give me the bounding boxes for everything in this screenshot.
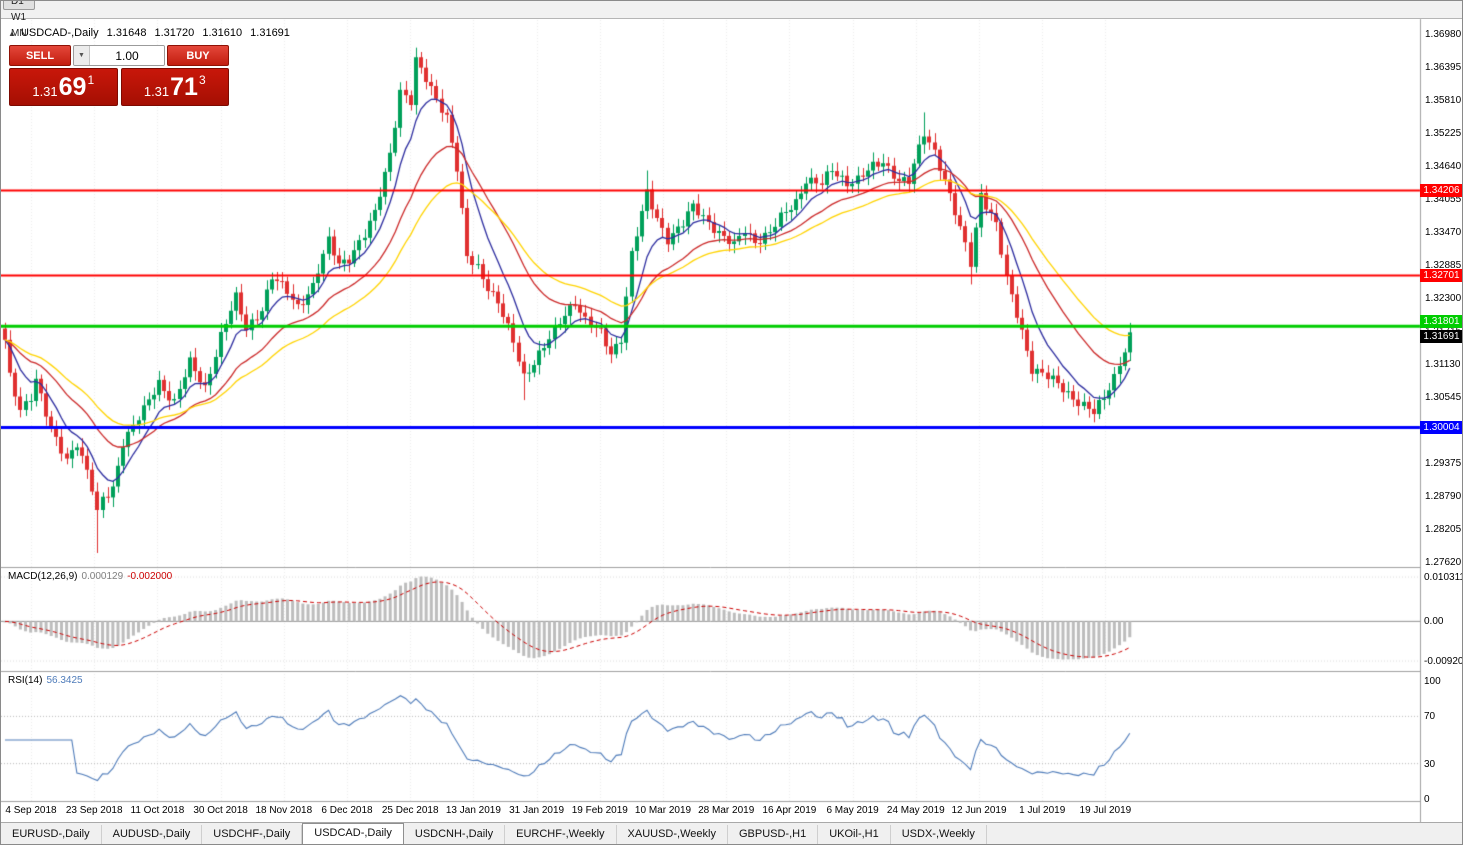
buy-price-base: 1.31 [143,83,170,99]
current-price-badge: 1.31691 [1420,330,1462,344]
symbol-header: ▲ USDCAD-,Daily 1.31648 1.31720 1.31610 … [8,27,295,39]
date-label: 6 May 2019 [826,805,879,816]
date-label: 25 Dec 2018 [381,805,439,816]
tab-usdcad-daily[interactable]: USDCAD-,Daily [302,823,404,844]
tab-eurchf-weekly[interactable]: EURCHF-,Weekly [505,825,617,844]
timeframe-button-w1[interactable]: W1 [11,11,26,23]
rsi-scale-100: 100 [1424,676,1441,687]
date-axis[interactable]: 4 Sep 2018 23 Sep 2018 11 Oct 2018 30 Oct 2… [1,803,1420,820]
tab-audusd-daily[interactable]: AUDUSD-,Daily [102,825,203,844]
date-label: 6 Dec 2018 [321,805,373,816]
rsi-scale-70: 70 [1424,711,1436,723]
timeframe-button-mn[interactable]: MN [11,27,27,39]
sell-price-base: 1.31 [32,83,58,99]
macd-scale-min: -0.009203 [1424,656,1463,667]
buy-price-frac: 3 [198,73,206,87]
price-tick: 1.36980 [1425,29,1462,40]
macd-name: MACD(12,26,9) [8,571,78,582]
tab-ukoil-h1[interactable]: UKOil-,H1 [818,825,891,844]
buy-button[interactable]: BUY [167,45,229,66]
macd-scale-max: 0.010311 [1424,572,1463,583]
price-tick: 1.35810 [1425,95,1462,106]
date-label: 23 Sep 2018 [65,805,123,816]
rsi-indicator-label: RSI(14) 56.3425 [8,675,83,686]
tab-usdx-weekly[interactable]: USDX-,Weekly [891,825,987,844]
tab-usdchf-daily[interactable]: USDCHF-,Daily [202,825,303,844]
price-tick: 1.27620 [1425,557,1462,568]
price-tick: 1.34055 [1425,194,1462,205]
date-label: 12 Jun 2019 [951,805,1007,816]
one-click-trading-panel: SELL ▼ BUY 1.31 69 1 1.31 71 3 [9,45,229,106]
sell-button[interactable]: SELL [9,45,71,66]
date-label: 4 Sep 2018 [5,805,57,816]
price-tick: 1.28790 [1425,491,1462,502]
tab-eurusd-daily[interactable]: EURUSD-,Daily [1,825,102,844]
rsi-value: 56.3425 [46,675,83,686]
price-tick: 1.28205 [1425,524,1462,535]
volume-input[interactable] [90,46,164,65]
level-price-badge: 1.30004 [1420,421,1462,435]
date-label: 11 Oct 2018 [130,805,185,816]
quote-close: 1.31691 [250,27,290,39]
date-label: 28 Mar 2019 [698,805,755,816]
timeframe-button-d1[interactable]: D1 [3,1,35,10]
quote-low: 1.31610 [202,27,243,39]
volume-dropdown-icon[interactable]: ▼ [74,46,90,65]
collapse-icon[interactable]: ▲ [8,29,16,38]
macd-scale-zero: 0.00 [1424,616,1444,628]
date-label: 1 Jul 2019 [1019,805,1066,816]
date-label: 31 Jan 2019 [509,805,565,816]
price-scale[interactable]: 1.36980 1.36395 1.35810 1.35225 1.34640 1.340… [1420,1,1463,844]
rsi-scale-30: 30 [1424,758,1436,770]
date-label: 19 Feb 2019 [571,805,628,816]
price-tick: 1.32300 [1425,293,1462,304]
chart-title: USDCAD-,Daily [20,27,99,39]
price-tick: 1.33470 [1425,227,1462,238]
tab-gbpusd-h1[interactable]: GBPUSD-,H1 [728,825,819,844]
volume-field: ▼ [73,45,165,66]
price-tick: 1.35225 [1425,128,1462,139]
macd-main-value: 0.000129 [81,571,124,582]
rsi-scale-0: 0 [1424,794,1430,805]
macd-indicator-label: MACD(12,26,9) 0.000129 -0.002000 [8,571,172,582]
buy-price-display[interactable]: 1.31 71 3 [120,68,229,106]
date-label: 19 Jul 2019 [1079,805,1132,816]
sell-price-pips: 69 [58,72,87,101]
buy-price-pips: 71 [170,72,198,101]
tab-usdcnh-daily[interactable]: USDCNH-,Daily [404,825,506,844]
date-label: 24 May 2019 [886,805,945,816]
date-label: 13 Jan 2019 [445,805,501,816]
quote-high: 1.31720 [154,27,195,39]
price-tick: 1.29375 [1425,458,1462,469]
date-label: 16 Apr 2019 [762,805,817,816]
rsi-name: RSI(14) [8,675,43,686]
date-label: 30 Oct 2018 [193,805,248,816]
price-tick: 1.30545 [1425,392,1462,403]
tab-xauusd-weekly[interactable]: XAUUSD-,Weekly [617,825,728,844]
quote-open: 1.31648 [106,27,147,39]
price-tick: 1.32885 [1425,260,1462,271]
level-price-badge: 1.34206 [1420,183,1462,197]
price-tick: 1.36395 [1425,62,1462,73]
macd-signal-value: -0.002000 [127,571,173,582]
level-price-badge: 1.32701 [1420,268,1462,282]
sell-price-display[interactable]: 1.31 69 1 [9,68,118,106]
date-label: 10 Mar 2019 [634,805,692,816]
date-label: 18 Nov 2018 [255,805,313,816]
level-price-badge: 1.31801 [1420,315,1462,329]
sell-price-frac: 1 [87,73,95,87]
price-tick: 1.34640 [1425,161,1462,172]
timeframe-group: H4D1W1MN [1,1,35,42]
chart-tab-bar: EURUSD-,Daily AUDUSD-,Daily USDCHF-,Daily U… [1,822,1462,844]
price-tick: 1.31130 [1425,359,1461,370]
toolbar: H4D1W1MN [1,1,1462,39]
